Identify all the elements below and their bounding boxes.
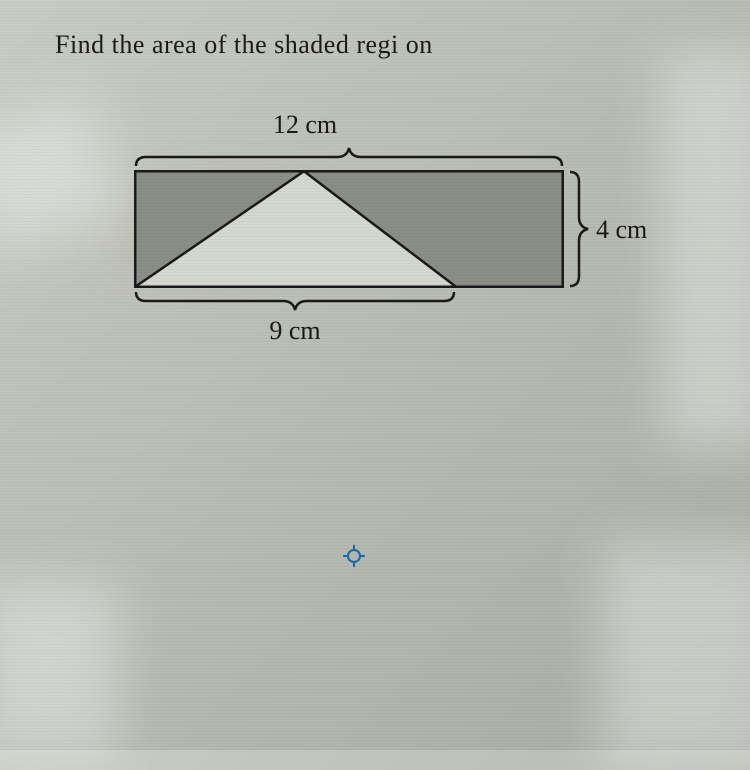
screen-glare (600, 540, 750, 770)
geometry-figure: 12 cm 4 cm 9 cm (90, 110, 650, 380)
question-text: Find the area of the shaded regi on (55, 30, 433, 60)
brace-bottom (134, 290, 456, 312)
rectangle-triangle-diagram (134, 170, 564, 288)
dimension-label-right: 4 cm (596, 215, 647, 245)
dimension-label-bottom: 9 cm (134, 316, 456, 346)
brace-right (568, 170, 590, 288)
screen-glare (660, 50, 750, 450)
dimension-label-top: 12 cm (90, 110, 520, 140)
screen-glare (0, 580, 120, 760)
brace-top (134, 146, 564, 168)
cursor-crosshair-icon (343, 545, 365, 567)
